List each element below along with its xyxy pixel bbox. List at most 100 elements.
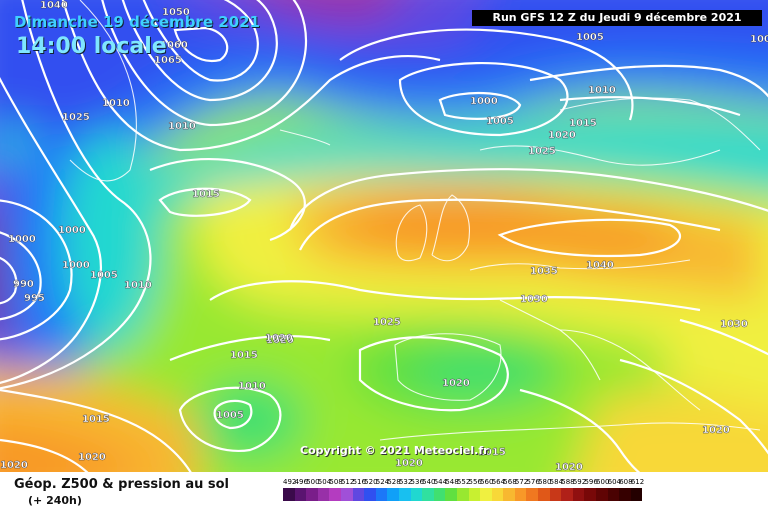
isobar-label-layer: 1040 1050 1060 1065 1005 1000 1005 1010 … <box>0 0 768 472</box>
scale-cell: 568 <box>503 478 517 502</box>
scale-label: 524 <box>375 478 390 486</box>
isobar-label: 995 <box>24 293 45 304</box>
scale-swatch <box>503 488 515 501</box>
scale-cell: 556 <box>468 478 482 502</box>
isobar-label: 1020 <box>78 452 106 463</box>
isobar-label: 1065 <box>154 55 182 66</box>
isobar-label: 1000 <box>62 260 90 271</box>
scale-swatch <box>607 488 620 501</box>
isobar-label: 1010 <box>102 98 130 109</box>
scale-cell: 592 <box>572 478 586 502</box>
scale-swatch <box>317 488 330 501</box>
isobar-label: 1005 <box>216 410 244 421</box>
scale-swatch <box>584 488 597 501</box>
scale-cell: 564 <box>491 478 506 502</box>
isobar-label: 1030 <box>520 294 548 305</box>
isobar-label: 1015 <box>569 118 597 129</box>
legend-footer: Géop. Z500 & pression au sol (+ 240h) 49… <box>0 472 768 512</box>
scale-cell: 508 <box>329 478 343 502</box>
isobar-label: 1025 <box>62 112 90 123</box>
isobar-label: 1010 <box>588 85 616 96</box>
scale-label: 604 <box>607 478 621 486</box>
scale-swatch <box>294 488 307 501</box>
isobar-label: 1020 <box>442 378 470 389</box>
isobars <box>0 0 768 472</box>
copyright-notice: Copyright © 2021 Meteociel.fr <box>300 444 489 457</box>
geopotential-field <box>0 0 768 472</box>
isobar-label: 1040 <box>586 260 614 271</box>
isobar-label: 1025 <box>373 317 401 328</box>
isobar-label: 1005 <box>90 270 118 281</box>
isobar-label: 1005 <box>576 32 604 43</box>
scale-label: 560 <box>480 478 494 486</box>
scale-label: 516 <box>352 478 366 486</box>
scale-cell: 536 <box>410 478 424 502</box>
scale-swatch <box>561 488 573 501</box>
scale-label: 608 <box>619 478 633 486</box>
isobar-label: 1060 <box>160 40 188 51</box>
scale-cell: 544 <box>433 478 448 502</box>
scale-label: 540 <box>422 478 436 486</box>
scale-swatch <box>445 488 457 501</box>
scale-cell: 548 <box>445 478 459 502</box>
scale-label: 572 <box>514 478 529 486</box>
isobar-label: 1025 <box>528 146 556 157</box>
scale-swatch <box>387 488 399 501</box>
scale-label: 544 <box>433 478 448 486</box>
scale-label: 588 <box>561 478 575 486</box>
scale-cell: 528 <box>387 478 401 502</box>
scale-label: 612 <box>630 478 645 486</box>
scale-label: 496 <box>294 478 308 486</box>
scale-label: 556 <box>468 478 482 486</box>
scale-swatch <box>375 488 388 501</box>
scale-cell: 588 <box>561 478 575 502</box>
isobar-label: 1010 <box>238 381 266 392</box>
isobar-label: 1005 <box>486 116 514 127</box>
isobar-label: 1010 <box>124 280 152 291</box>
scale-label: 536 <box>410 478 424 486</box>
scale-swatch <box>596 488 608 501</box>
scale-swatch <box>572 488 585 501</box>
scale-cell: 584 <box>549 478 563 502</box>
map-canvas: 1040 1050 1060 1065 1005 1000 1005 1010 … <box>0 0 768 472</box>
scale-label: 564 <box>491 478 506 486</box>
isobar-label: 1020 <box>395 458 423 469</box>
forecast-lead-time: (+ 240h) <box>28 494 82 507</box>
scale-label: 580 <box>538 478 552 486</box>
isobar-label: 1020 <box>0 460 28 471</box>
scale-cell: 532 <box>398 478 412 502</box>
scale-label: 600 <box>596 478 610 486</box>
scale-swatch <box>340 488 353 501</box>
isobar-label: 1015 <box>478 447 506 458</box>
isobar-label: 990 <box>13 279 34 290</box>
scale-label: 528 <box>387 478 401 486</box>
scale-label: 520 <box>364 478 378 486</box>
isobar-label: 1000 <box>470 96 498 107</box>
scale-label: 548 <box>445 478 459 486</box>
scale-swatch <box>364 488 376 501</box>
isobar-label: 1035 <box>530 266 558 277</box>
scale-cell: 580 <box>538 478 552 502</box>
isobar-label: 1020 <box>555 462 583 472</box>
scale-swatch <box>352 488 365 501</box>
scale-swatch <box>526 488 539 501</box>
scale-cell: 552 <box>456 478 470 502</box>
scale-swatch <box>468 488 481 501</box>
scale-cell: 608 <box>619 478 633 502</box>
scale-cell: 496 <box>294 478 308 502</box>
isobar-label: 1040 <box>40 0 68 11</box>
scale-cell: 500 <box>306 478 320 502</box>
scale-swatch <box>422 488 434 501</box>
scale-cell: 540 <box>422 478 436 502</box>
scale-swatch <box>410 488 423 501</box>
scale-swatch <box>329 488 341 501</box>
isobar-label: 1015 <box>82 414 110 425</box>
scale-swatch <box>480 488 492 501</box>
scale-label: 576 <box>526 478 540 486</box>
scale-cell: 560 <box>480 478 494 502</box>
scale-label: 492 <box>283 478 297 486</box>
scale-label: 504 <box>317 478 332 486</box>
model-run-label: Run GFS 12 Z du Jeudi 9 décembre 2021 <box>472 10 762 26</box>
isobar-label: 1000 <box>58 225 86 236</box>
